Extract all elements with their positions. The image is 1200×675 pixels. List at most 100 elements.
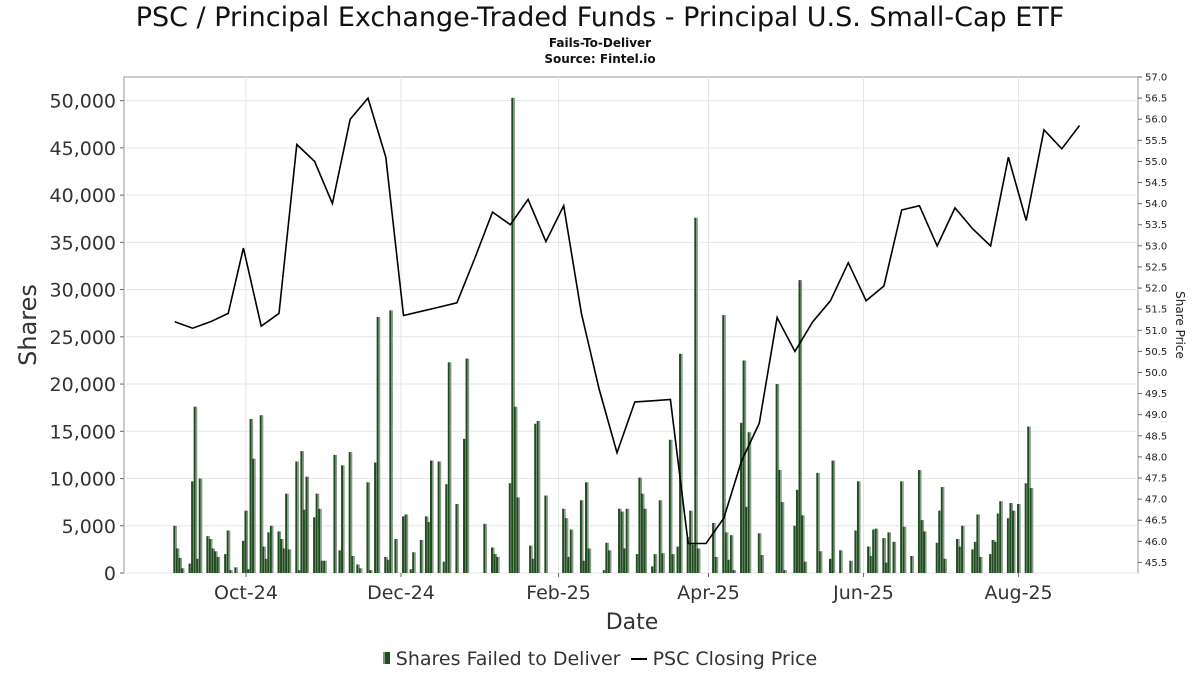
- y2-axis-label: Share Price: [1173, 291, 1187, 359]
- ftd-bar: [333, 454, 336, 573]
- ftd-bar: [579, 500, 582, 573]
- ftd-bar: [867, 546, 870, 573]
- ftd-bar: [747, 432, 750, 573]
- ftd-bar-shadow: [307, 476, 310, 573]
- y-tick-label: 25,000: [50, 327, 116, 349]
- ftd-bar: [280, 538, 283, 573]
- ftd-bar: [973, 541, 976, 573]
- ftd-bar: [910, 555, 913, 573]
- ftd-bar: [262, 546, 265, 573]
- ftd-bar-shadow: [1013, 510, 1016, 573]
- ftd-bar-shadow: [513, 97, 515, 573]
- ftd-bar-shadow: [589, 548, 592, 573]
- ftd-bar-shadow: [818, 472, 820, 573]
- ftd-bar-shadow: [498, 556, 500, 573]
- ftd-bar-shadow: [904, 526, 907, 573]
- y-tick-label: 0: [104, 563, 116, 585]
- ftd-bar: [247, 569, 250, 573]
- ftd-bar-shadow: [803, 515, 805, 573]
- ftd-bar: [854, 530, 857, 573]
- y2-tick-label: 50.0: [1145, 368, 1167, 379]
- ftd-bar-shadow: [655, 554, 658, 573]
- ftd-bar: [892, 541, 895, 573]
- ftd-bar: [531, 558, 534, 573]
- ftd-bar: [269, 525, 272, 573]
- y-axis-label: Shares: [14, 284, 42, 366]
- ftd-bar: [213, 551, 216, 573]
- ftd-bar-shadow: [622, 511, 625, 573]
- y-tick-label: 5,000: [62, 516, 116, 538]
- ftd-bar: [534, 423, 537, 573]
- y2-tick-label: 46.0: [1145, 537, 1167, 548]
- ftd-bar: [920, 520, 923, 573]
- ftd-bar-shadow: [182, 568, 185, 573]
- ftd-bar-shadow: [841, 550, 843, 573]
- ftd-bar: [742, 360, 745, 573]
- ftd-bar: [234, 567, 237, 573]
- ftd-bar: [287, 549, 290, 573]
- ftd-bar: [935, 542, 938, 573]
- ftd-bar: [318, 508, 321, 573]
- ftd-bar: [900, 481, 903, 573]
- ftd-bar-shadow: [645, 508, 648, 573]
- ftd-bar: [689, 510, 692, 573]
- ftd-bar: [978, 556, 981, 573]
- ftd-bar-shadow: [406, 514, 409, 573]
- ftd-bar-shadow: [833, 460, 836, 573]
- ftd-bar-shadow: [236, 567, 238, 573]
- ftd-bar-shadow: [1001, 501, 1003, 573]
- ftd-bar: [582, 560, 585, 573]
- ftd-bar-shadow: [663, 553, 665, 573]
- ftd-bar: [839, 550, 842, 573]
- ftd-bar: [508, 483, 511, 573]
- legend-bar-swatch: [382, 652, 390, 664]
- ftd-bar: [1024, 483, 1027, 573]
- ftd-bar-shadow: [759, 533, 762, 573]
- ftd-bar: [999, 501, 1002, 573]
- ftd-bar: [567, 556, 570, 573]
- x-tick-label: Apr-25: [677, 582, 740, 604]
- ftd-bar-shadow: [518, 497, 521, 573]
- ftd-bar: [285, 493, 288, 573]
- ftd-bar: [884, 562, 887, 573]
- ftd-bar: [295, 461, 298, 573]
- ftd-bar: [442, 561, 445, 573]
- ftd-bar-shadow: [734, 570, 737, 573]
- ftd-bar: [493, 554, 496, 573]
- ftd-bar: [1027, 426, 1030, 573]
- ftd-bar: [849, 560, 852, 573]
- ftd-bar: [569, 529, 572, 573]
- y2-tick-label: 57.0: [1145, 73, 1167, 84]
- ftd-bar: [795, 489, 798, 573]
- ftd-bar: [173, 525, 176, 573]
- ftd-bar: [729, 535, 732, 573]
- y-tick-label: 40,000: [50, 185, 116, 207]
- ftd-bar: [341, 465, 344, 573]
- ftd-bar-shadow: [378, 316, 381, 573]
- ftd-bar: [801, 515, 804, 573]
- ftd-bar-shadow: [391, 310, 393, 573]
- ftd-bar: [694, 217, 697, 573]
- chart-title: PSC / Principal Exchange-Traded Funds - …: [135, 2, 1065, 33]
- ftd-bar: [229, 570, 232, 573]
- ftd-bar: [991, 539, 994, 573]
- ftd-bar-shadow: [335, 454, 338, 573]
- y2-tick-label: 48.5: [1145, 431, 1167, 442]
- ftd-bar: [313, 517, 316, 573]
- ftd-bar: [351, 555, 354, 573]
- ftd-bar: [188, 563, 191, 573]
- ftd-bar: [856, 481, 859, 573]
- ftd-bar: [447, 362, 450, 573]
- ftd-bar: [994, 541, 997, 573]
- ftd-bar: [348, 452, 351, 573]
- y2-tick-label: 51.0: [1145, 326, 1167, 337]
- ftd-bar: [178, 557, 181, 573]
- ftd-bar-shadow: [297, 461, 299, 573]
- ftd-bar: [376, 316, 379, 573]
- ftd-bar: [745, 506, 748, 573]
- ftd-bar-shadow: [287, 493, 289, 573]
- ftd-bar-shadow: [371, 570, 373, 573]
- ftd-bar-shadow: [820, 551, 823, 573]
- ftd-bar: [409, 569, 412, 573]
